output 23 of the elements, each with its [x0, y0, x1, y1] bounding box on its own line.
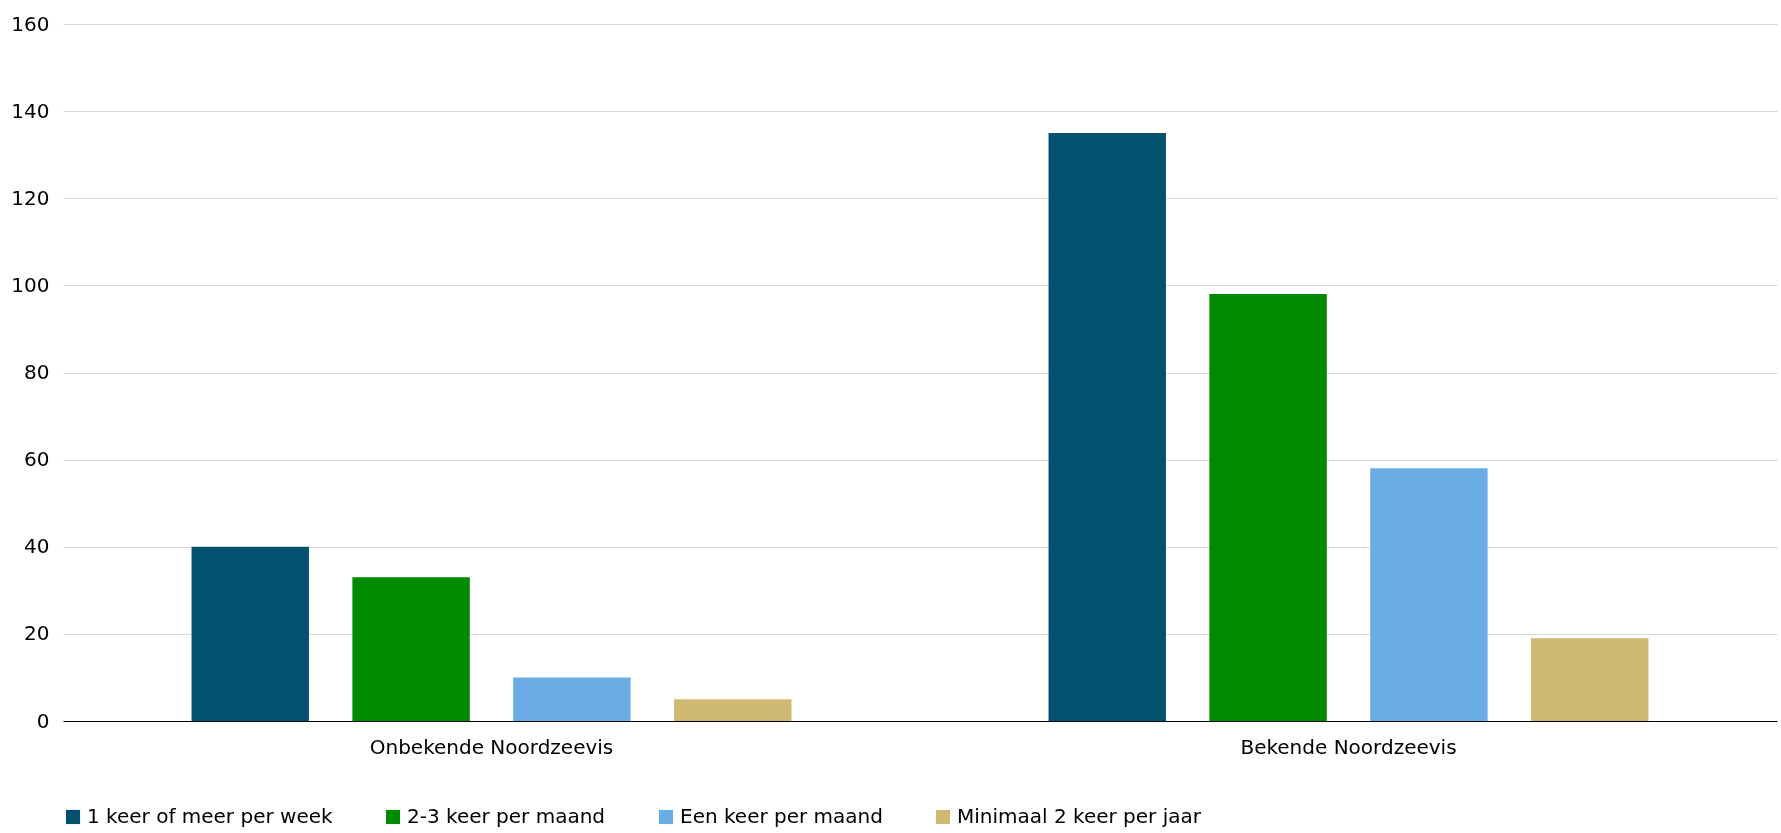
y-tick-label: 80	[24, 360, 50, 384]
legend-label: Minimaal 2 keer per jaar	[957, 804, 1202, 828]
x-tick-label: Bekende Noordzeevis	[1240, 734, 1457, 759]
x-tick-label: Onbekende Noordzeevis	[369, 734, 614, 759]
legend-label: 2-3 keer per maand	[407, 804, 606, 828]
y-tick-label: 20	[24, 621, 50, 646]
y-tick-label: 100	[11, 272, 50, 297]
bar	[1531, 638, 1649, 721]
bar	[513, 677, 631, 721]
y-tick-label: 120	[11, 185, 50, 210]
bar	[674, 699, 792, 721]
y-tick-label: 60	[24, 447, 50, 472]
bar	[1209, 294, 1327, 721]
bar	[352, 577, 470, 721]
legend-label: Een keer per maand	[680, 804, 883, 828]
bar	[1048, 132, 1166, 721]
legend-label: 1 keer of meer per week	[87, 804, 333, 828]
y-tick-label: 40	[24, 534, 50, 559]
bar	[1370, 468, 1488, 721]
y-tick-label: 0	[36, 708, 50, 733]
y-tick-label: 160	[11, 11, 50, 36]
bar	[191, 546, 309, 721]
y-tick-label: 140	[11, 98, 50, 123]
